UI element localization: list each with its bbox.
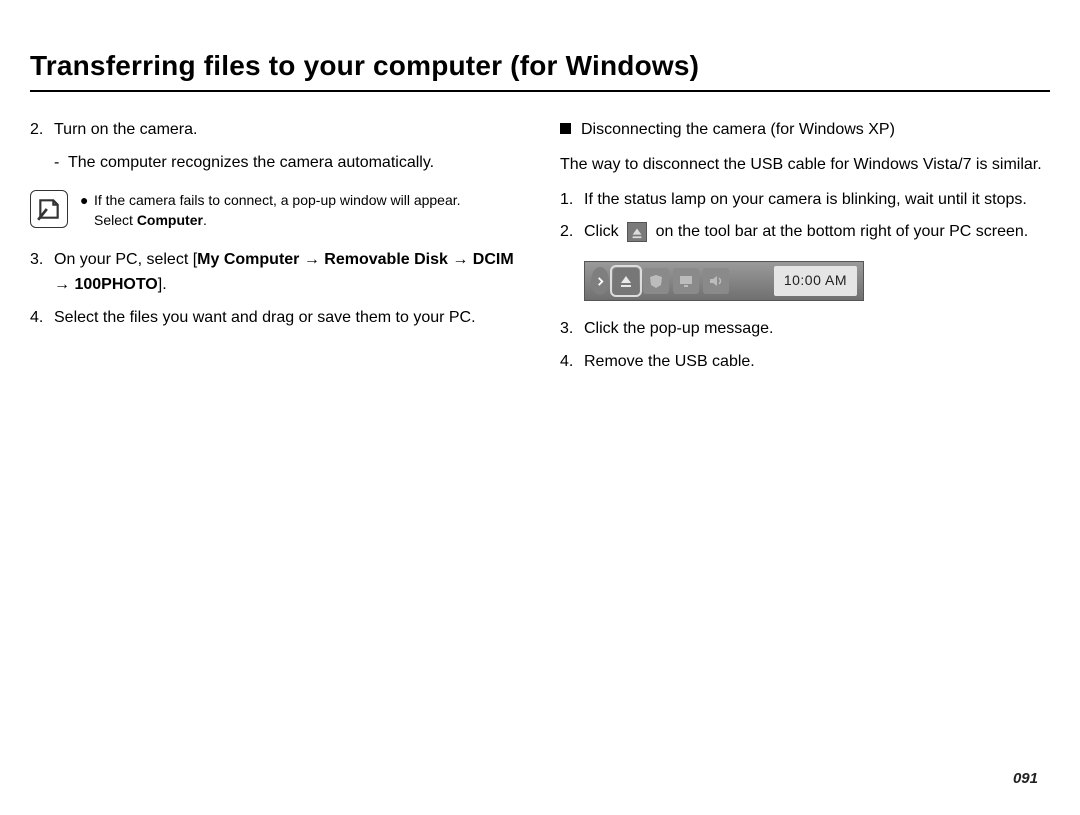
step-3: 3. On your PC, select [My Computer → Rem… (30, 248, 520, 298)
step-2-sub: - The computer recognizes the camera aut… (54, 151, 520, 176)
step-number: 3. (560, 317, 584, 342)
tray-monitor-icon (673, 268, 699, 294)
eject-usb-icon (627, 222, 647, 242)
dash: - (54, 151, 68, 176)
content-columns: 2. Turn on the camera. - The computer re… (30, 118, 1050, 383)
step-text: Click on the tool bar at the bottom righ… (584, 220, 1028, 245)
step2-after: on the tool bar at the bottom right of y… (656, 223, 1029, 240)
step-number: 2. (30, 118, 54, 143)
substep-text: The computer recognizes the camera autom… (68, 151, 434, 176)
step-4: 4. Select the files you want and drag or… (30, 306, 520, 331)
note-callout: ● If the camera fails to connect, a pop-… (30, 190, 520, 231)
step-text: Turn on the camera. (54, 118, 197, 143)
page-title: Transferring files to your computer (for… (30, 50, 1050, 92)
r-step-4: 4. Remove the USB cable. (560, 350, 1050, 375)
step-number: 4. (560, 350, 584, 375)
note-text: ● If the camera fails to connect, a pop-… (80, 190, 461, 231)
step-number: 1. (560, 188, 584, 213)
step-number: 4. (30, 306, 54, 331)
step-text: Click the pop-up message. (584, 317, 773, 342)
tray-shield-icon (643, 268, 669, 294)
bullet-dot: ● (80, 190, 94, 231)
callout-bold: Computer (137, 212, 203, 228)
subhead-text: Disconnecting the camera (for Windows XP… (581, 118, 895, 143)
taskbar-screenshot: 10:00 AM (584, 261, 864, 301)
step-number: 2. (560, 220, 584, 245)
tray-clock: 10:00 AM (774, 266, 857, 296)
page-number: 091 (1013, 770, 1038, 787)
intro-text: The way to disconnect the USB cable for … (560, 153, 1050, 178)
step-text: Remove the USB cable. (584, 350, 755, 375)
square-bullet-icon (560, 123, 571, 134)
callout-line1: If the camera fails to connect, a pop-up… (94, 192, 461, 208)
r-step-3: 3. Click the pop-up message. (560, 317, 1050, 342)
step-text: On your PC, select [My Computer → Remova… (54, 248, 520, 298)
step-text: If the status lamp on your camera is bli… (584, 188, 1027, 213)
callout-prefix: Select (94, 212, 137, 228)
manual-page: Transferring files to your computer (for… (0, 0, 1080, 815)
tray-volume-icon (703, 268, 729, 294)
step-number: 3. (30, 248, 54, 298)
r-step-2: 2. Click on the tool bar at the bottom r… (560, 220, 1050, 245)
tray-expand-icon (591, 267, 609, 295)
section-subheading: Disconnecting the camera (for Windows XP… (560, 118, 1050, 143)
step2-before: Click (584, 223, 619, 240)
callout-period: . (203, 212, 207, 228)
right-column: Disconnecting the camera (for Windows XP… (560, 118, 1050, 383)
left-column: 2. Turn on the camera. - The computer re… (30, 118, 520, 383)
note-icon (30, 190, 68, 228)
tray-eject-icon (613, 268, 639, 294)
step-2: 2. Turn on the camera. (30, 118, 520, 143)
step-text: Select the files you want and drag or sa… (54, 306, 476, 331)
r-step-1: 1. If the status lamp on your camera is … (560, 188, 1050, 213)
step3-suffix: ]. (158, 276, 167, 293)
step3-prefix: On your PC, select [ (54, 251, 197, 268)
